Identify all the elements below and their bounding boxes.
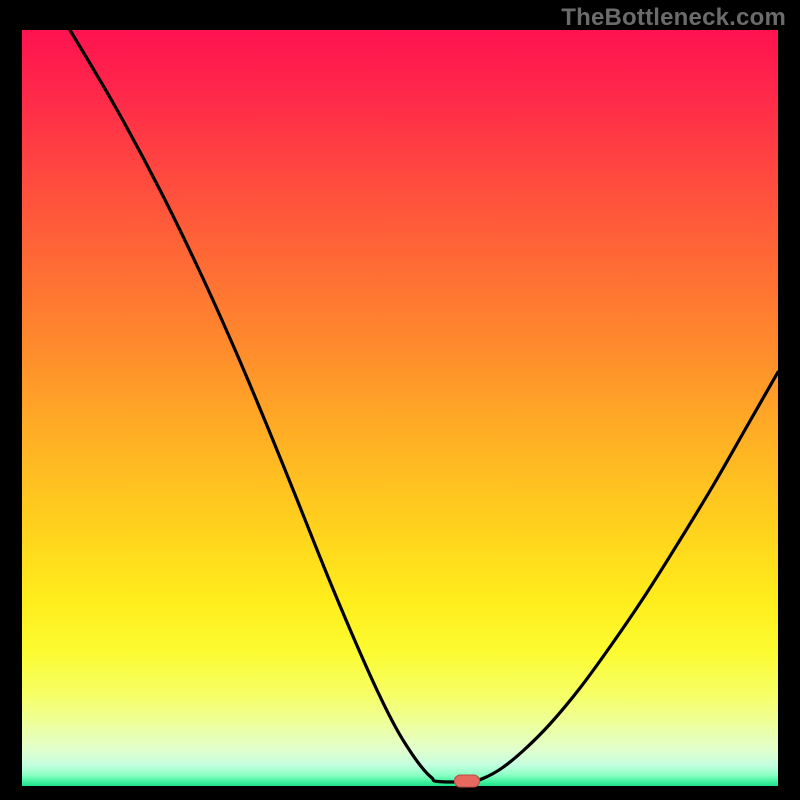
bottleneck-curve: [22, 30, 778, 786]
plot-area: [22, 30, 778, 786]
curve-path: [70, 30, 778, 782]
watermark-text: TheBottleneck.com: [561, 4, 786, 32]
optimal-point-marker: [454, 775, 480, 788]
